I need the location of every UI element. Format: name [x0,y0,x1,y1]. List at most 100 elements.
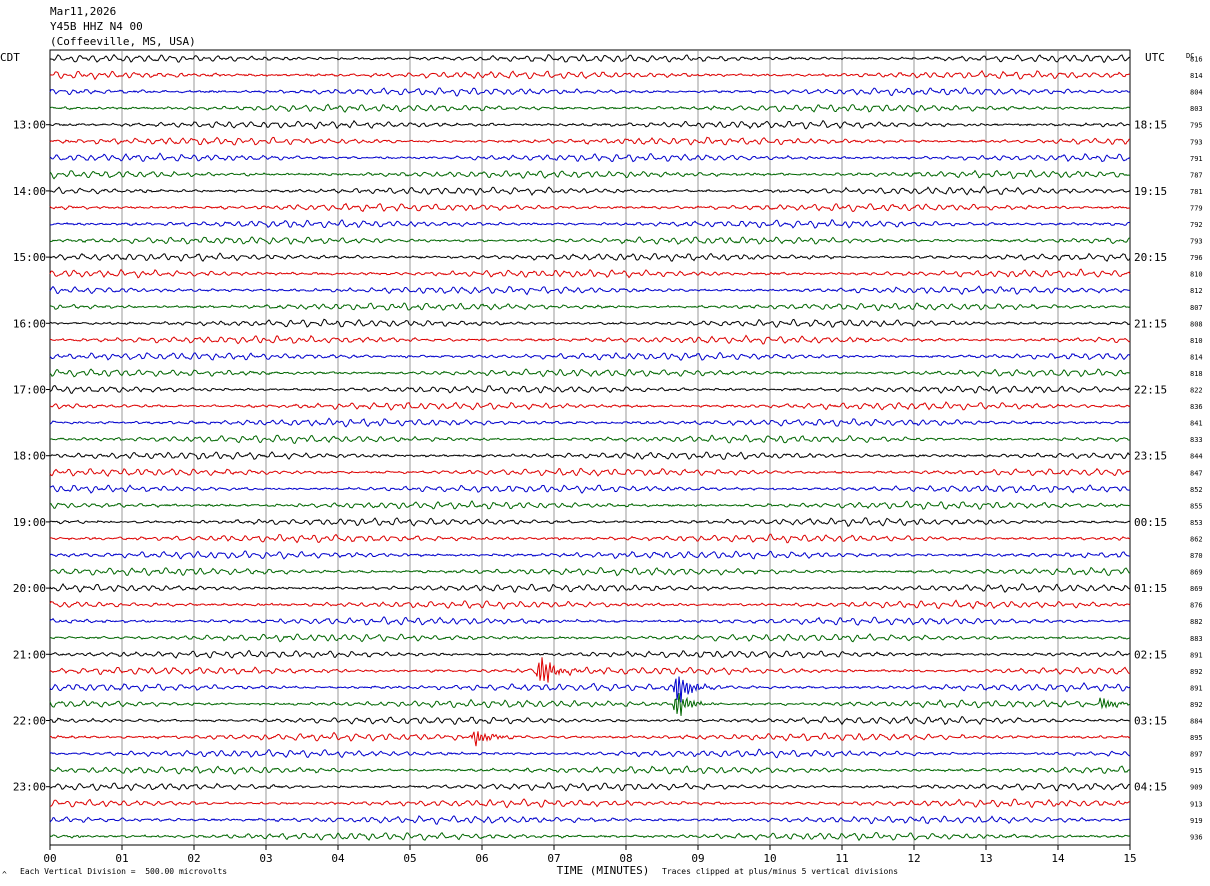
left-hour-label: 13:00 [13,119,46,132]
dc-offset-value: 808 [1190,320,1203,328]
x-tick-label: 09 [691,852,704,865]
clip-note: Traces clipped at plus/minus 5 vertical … [662,867,899,876]
trace-line [49,202,1131,213]
trace-line [49,657,1131,683]
right-hour-label: 01:15 [1134,582,1167,595]
dc-offset-value: 814 [1190,353,1203,361]
dc-offset-value: 803 [1190,105,1203,113]
left-timezone-label: CDT [0,51,20,64]
x-tick-label: 08 [619,852,632,865]
plot-frame [49,49,1131,846]
dc-offset-value: 847 [1190,469,1203,477]
dc-offset-value: 853 [1190,519,1203,527]
x-tick-label: 15 [1123,852,1136,865]
dc-offset-value: 892 [1190,668,1203,676]
dc-offset-value: 779 [1190,204,1203,212]
dc-offset-value: 822 [1190,387,1203,395]
dc-offset-value: 897 [1190,751,1203,759]
left-hour-label: 20:00 [13,582,46,595]
dc-offset-value: 852 [1190,486,1203,494]
left-hour-label: 17:00 [13,384,46,397]
dc-offset-value: 810 [1190,337,1203,345]
trace-line [49,136,1131,146]
trace-line [49,583,1131,593]
trace-line [49,748,1131,759]
dc-offset-value: 913 [1190,800,1203,808]
trace-line [49,550,1131,560]
right-hour-label: 23:15 [1134,450,1167,463]
dc-offset-value: 869 [1190,585,1203,593]
right-hour-label: 03:15 [1134,715,1167,728]
trace-line [49,798,1131,809]
dc-offset-value: 836 [1190,403,1203,411]
trace-line [49,87,1131,97]
x-tick-label: 14 [1051,852,1065,865]
axis-labels: 00 01 02 03 04 05 06 07 08 09 10 11 12 13 14 15 13:00 14:… [13,56,1203,866]
trace-line [49,351,1131,361]
trace-line [49,334,1131,345]
x-tick-label: 11 [835,852,848,865]
trace-line [49,467,1131,478]
trace-line [49,185,1131,197]
right-hour-label: 04:15 [1134,781,1167,794]
trace-line [49,451,1131,460]
right-hour-label: 18:15 [1134,119,1167,132]
trace-line [49,236,1131,245]
trace-line [49,103,1131,113]
left-hour-label: 21:00 [13,648,46,661]
trace-line [49,831,1131,842]
trace-line [49,169,1131,180]
dc-offset-value: 909 [1190,784,1203,792]
trace-line [49,693,1131,716]
right-hour-label: 02:15 [1134,648,1167,661]
trace-line [49,765,1131,775]
left-hour-label: 22:00 [13,715,46,728]
left-hour-label: 19:00 [13,516,46,529]
header-location: (Coffeeville, MS, USA) [50,35,196,48]
dc-offset-value: 792 [1190,221,1203,229]
x-tick-label: 07 [547,852,560,865]
dc-offset-value: 816 [1190,56,1203,64]
trace-line [49,401,1131,411]
trace-line [49,318,1131,328]
dc-offset-value: 804 [1190,89,1203,97]
trace-line [49,268,1131,279]
dc-offset-value: 781 [1190,188,1203,196]
trace-line [49,517,1131,527]
dc-offset-value: 833 [1190,436,1203,444]
left-hour-label: 18:00 [13,450,46,463]
trace-line [49,649,1131,659]
trace-line [49,219,1131,229]
right-hour-label: 21:15 [1134,317,1167,330]
trace-line [50,500,1130,510]
trace-line [49,616,1131,626]
trace-line [49,69,1131,81]
dc-offset-value: 891 [1190,651,1203,659]
corner-mark: ^ [2,870,7,879]
x-axis-title: TIME (MINUTES) [557,864,650,877]
x-tick-label: 01 [115,852,128,865]
dc-offset-value: 883 [1190,635,1203,643]
trace-line [49,417,1131,428]
dc-offset-value: 870 [1190,552,1203,560]
header-station: Y45B HHZ N4 00 [50,20,143,33]
right-hour-label: 19:15 [1134,185,1167,198]
trace-line [50,633,1131,643]
dc-offset-value: 869 [1190,569,1203,577]
dc-offset-value: 796 [1190,254,1203,262]
dc-offset-value: 787 [1190,171,1203,179]
trace-line [49,434,1131,444]
x-tick-label: 00 [43,852,56,865]
dc-offset-value: 884 [1190,718,1203,726]
scale-note: Each Vertical Division = 500.00 microvol… [20,867,228,876]
trace-line [50,782,1131,792]
trace-line [49,385,1131,395]
dc-offset-value: 862 [1190,535,1203,543]
trace-line [49,566,1131,577]
trace-line [49,368,1131,378]
trace-line [50,533,1131,544]
dc-offset-value: 791 [1190,155,1203,163]
trace-line [49,731,1131,747]
dc-offset-value: 810 [1190,271,1203,279]
